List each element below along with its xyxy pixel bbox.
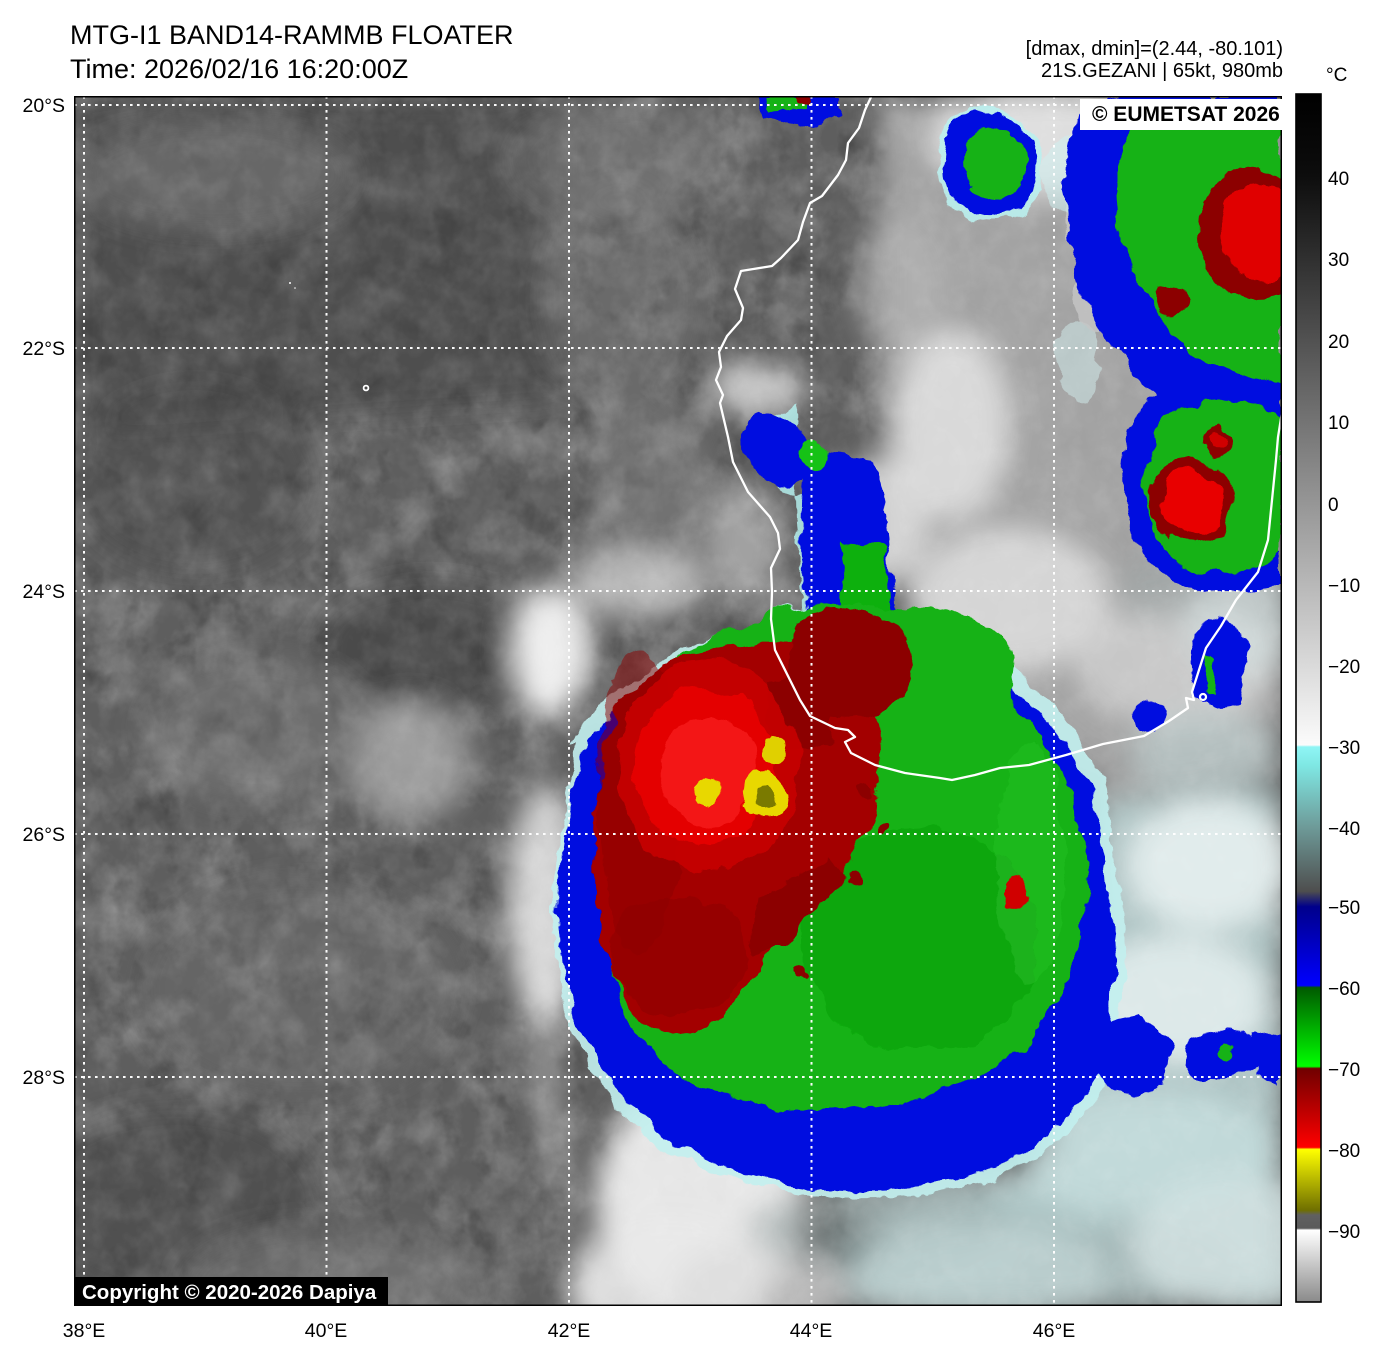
svg-text:24°S: 24°S [23,581,66,603]
svg-text:Time: 2026/02/16 16:20:00Z: Time: 2026/02/16 16:20:00Z [70,54,408,84]
svg-text:MTG-I1 BAND14-RAMMB FLOATER: MTG-I1 BAND14-RAMMB FLOATER [70,20,514,50]
svg-text:22°S: 22°S [23,338,66,360]
svg-text:−40: −40 [1328,819,1360,840]
svg-text:0: 0 [1328,495,1339,516]
svg-text:[dmax, dmin]=(2.44, -80.101): [dmax, dmin]=(2.44, -80.101) [1026,38,1283,60]
svg-text:46°E: 46°E [1033,1320,1076,1342]
svg-text:−60: −60 [1328,979,1360,1000]
svg-text:38°E: 38°E [63,1320,106,1342]
svg-text:44°E: 44°E [790,1320,833,1342]
svg-text:−90: −90 [1328,1222,1360,1243]
svg-text:40°E: 40°E [305,1320,348,1342]
svg-text:© EUMETSAT 2026: © EUMETSAT 2026 [1092,103,1280,126]
svg-text:Copyright © 2020-2026 Dapiya: Copyright © 2020-2026 Dapiya [82,1281,377,1304]
svg-text:28°S: 28°S [23,1067,66,1089]
svg-text:42°E: 42°E [548,1320,591,1342]
svg-text:26°S: 26°S [23,824,66,846]
svg-text:40: 40 [1328,169,1349,190]
svg-text:−10: −10 [1328,576,1360,597]
svg-text:21S.GEZANI | 65kt, 980mb: 21S.GEZANI | 65kt, 980mb [1041,60,1283,82]
svg-text:°C: °C [1326,65,1347,86]
svg-text:−50: −50 [1328,898,1360,919]
svg-text:20°S: 20°S [23,95,66,117]
svg-text:20: 20 [1328,332,1349,353]
svg-text:10: 10 [1328,413,1349,434]
svg-text:−70: −70 [1328,1060,1360,1081]
svg-text:−80: −80 [1328,1141,1360,1162]
svg-text:−20: −20 [1328,657,1360,678]
svg-text:30: 30 [1328,250,1349,271]
svg-text:−30: −30 [1328,738,1360,759]
